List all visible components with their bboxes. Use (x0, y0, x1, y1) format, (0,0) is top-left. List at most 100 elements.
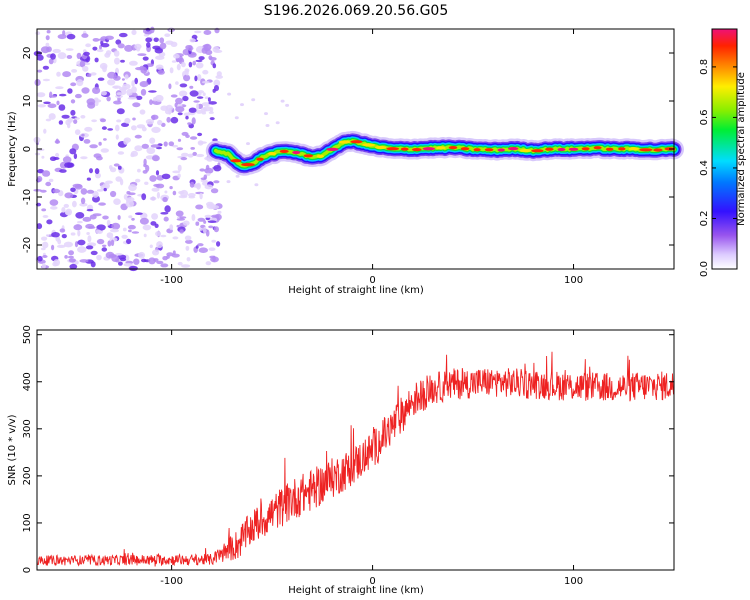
noise-cell (208, 111, 214, 114)
noise-cell (105, 251, 115, 259)
noise-cell (188, 45, 193, 52)
noise-cell (163, 216, 169, 222)
noise-cell (227, 92, 232, 96)
noise-cell (155, 64, 164, 70)
noise-cell (182, 220, 190, 226)
noise-cell (92, 213, 102, 217)
noise-cell (203, 174, 208, 180)
noise-cell (134, 145, 143, 152)
noise-cell (45, 234, 50, 237)
noise-cell (240, 103, 244, 107)
ridge-peak (230, 159, 242, 163)
noise-cell (166, 116, 171, 123)
noise-cell (37, 104, 46, 108)
noise-cell (96, 49, 104, 53)
noise-cell (116, 92, 123, 96)
noise-cell (69, 263, 78, 270)
noise-cell (48, 178, 54, 183)
ridge-peak (303, 154, 314, 158)
noise-cell (146, 147, 156, 155)
noise-cell (50, 53, 56, 60)
noise-cell (62, 156, 72, 164)
noise-cell (58, 104, 66, 111)
noise-cell (49, 199, 59, 206)
noise-cell (131, 29, 137, 36)
spectrogram-x-label: Height of straight line (km) (288, 285, 424, 296)
noise-cell (202, 226, 207, 234)
noise-cell (86, 177, 91, 181)
noise-cell (100, 118, 106, 123)
noise-cell (164, 109, 172, 115)
noise-cell (113, 75, 121, 81)
noise-cell (160, 263, 169, 268)
noise-cell (64, 192, 74, 199)
noise-cell (160, 234, 167, 238)
ridge-peak (292, 150, 301, 155)
noise-cell (127, 224, 136, 230)
noise-cell (137, 168, 141, 173)
noise-cell (74, 129, 81, 136)
noise-cell (66, 33, 76, 40)
noise-cell (81, 133, 85, 137)
noise-cell (152, 249, 160, 256)
noise-cell (33, 189, 42, 192)
noise-cell (176, 218, 185, 221)
noise-cell (217, 210, 222, 214)
ridge-peak (241, 163, 255, 167)
noise-cell (128, 215, 133, 219)
x-tick-label: 100 (564, 275, 583, 286)
noise-cell (145, 118, 154, 125)
x-tick-label: 0 (369, 576, 375, 587)
noise-cell (87, 102, 96, 109)
noise-cell (103, 138, 107, 141)
noise-cell (102, 215, 109, 220)
ridge-peak (375, 145, 387, 150)
y-tick-label: 0 (22, 146, 33, 152)
noise-cell (141, 193, 147, 201)
noise-cell (63, 203, 69, 208)
noise-cell (161, 122, 166, 127)
noise-cell (195, 59, 203, 63)
noise-cell (131, 86, 137, 94)
x-tick-label: 0 (369, 275, 375, 286)
noise-cell (51, 232, 60, 238)
noise-cell (177, 138, 182, 142)
noise-cell (151, 126, 161, 133)
noise-cell (134, 134, 142, 139)
noise-cell (180, 157, 188, 161)
noise-cell (86, 189, 95, 194)
noise-cell (189, 38, 196, 43)
ridge-peak (639, 148, 653, 152)
noise-cell (143, 158, 147, 166)
noise-cell (70, 109, 76, 116)
noise-cell (175, 106, 185, 113)
noise-cell (79, 259, 89, 263)
noise-cell (52, 188, 61, 194)
noise-cell (191, 117, 196, 125)
noise-cell (36, 92, 46, 98)
noise-cell (92, 87, 101, 94)
noise-cell (189, 181, 195, 188)
noise-cell (45, 118, 52, 122)
snr-panel: -100 0 100 0 100 200 300 400 500 Height of strai… (7, 325, 675, 596)
ridge-peak (386, 147, 400, 151)
noise-cell (124, 74, 129, 80)
noise-cell (138, 251, 146, 259)
ridge-peak (411, 148, 422, 152)
noise-cell (205, 261, 212, 266)
noise-cell (77, 239, 86, 246)
ridge-peak (350, 140, 363, 144)
noise-cell (61, 114, 70, 119)
noise-cell (34, 79, 41, 86)
noise-cell (146, 42, 151, 48)
noise-cell (181, 61, 186, 68)
noise-cell (182, 95, 189, 102)
noise-cell (57, 52, 67, 60)
noise-cell (77, 246, 87, 253)
noise-cell (65, 48, 74, 51)
noise-cell (123, 194, 128, 200)
noise-cell (160, 105, 169, 111)
noise-cell (202, 92, 206, 97)
noise-cell (183, 74, 191, 82)
